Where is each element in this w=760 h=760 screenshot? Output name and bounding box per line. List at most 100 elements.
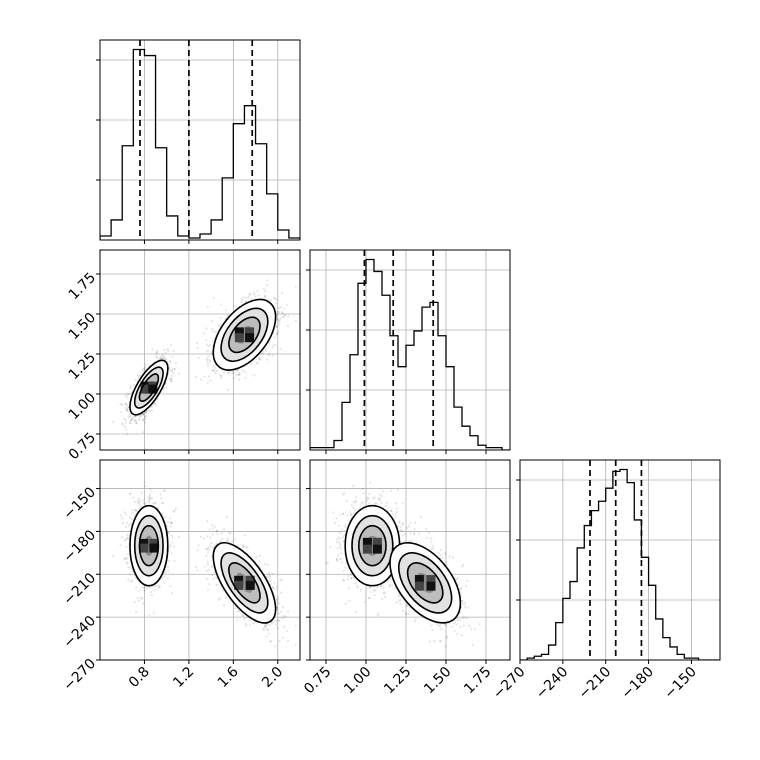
sample-point: [127, 579, 130, 582]
sample-point: [169, 525, 172, 528]
sample-point: [144, 414, 148, 418]
sample-point: [254, 296, 257, 299]
sample-point: [281, 636, 284, 640]
sample-point: [273, 581, 276, 585]
sample-point: [124, 406, 127, 409]
sample-point: [125, 561, 128, 564]
sample-point: [170, 377, 173, 380]
sample-point: [135, 422, 138, 425]
sample-point: [277, 602, 281, 605]
sample-point: [152, 612, 155, 615]
sample-point: [265, 575, 268, 578]
sample-point: [267, 575, 270, 578]
sample-point: [266, 563, 269, 566]
sample-point: [141, 586, 144, 589]
y-tick-label: 1.75: [66, 270, 99, 303]
sample-point: [273, 620, 276, 623]
sample-point: [211, 369, 214, 372]
sample-point: [209, 378, 212, 382]
sample-point: [219, 376, 222, 379]
sample-point: [226, 538, 230, 541]
sample-point: [143, 421, 146, 424]
sample-point: [237, 610, 241, 613]
sample-point: [245, 300, 248, 303]
sample-point: [242, 545, 245, 548]
histogram-panel-p0: [96, 39, 301, 244]
sample-point: [241, 614, 244, 617]
sample-point: [250, 297, 253, 300]
sample-point: [208, 344, 211, 347]
sample-point: [121, 423, 125, 426]
sample-point: [166, 577, 170, 580]
sample-point: [140, 597, 143, 600]
sample-point: [274, 645, 277, 648]
sample-point: [125, 545, 128, 549]
sample-point: [246, 297, 250, 300]
sample-point: [197, 544, 200, 547]
sample-point: [286, 630, 289, 633]
sample-point: [129, 387, 132, 390]
sample-point: [161, 576, 164, 579]
sample-point: [169, 360, 172, 363]
sample-point: [131, 508, 134, 512]
sample-point: [164, 351, 167, 354]
sample-point: [165, 358, 168, 361]
sample-point: [124, 556, 128, 559]
sample-point: [244, 617, 247, 620]
sample-point: [119, 514, 122, 517]
sample-point: [167, 521, 170, 524]
sample-point: [268, 352, 271, 355]
sample-point: [214, 371, 217, 375]
sample-point: [162, 501, 165, 504]
sample-point: [151, 497, 154, 500]
sample-point: [283, 616, 287, 619]
sample-point: [294, 643, 297, 646]
sample-point: [127, 566, 130, 569]
sample-point: [137, 597, 140, 600]
sample-point: [206, 520, 209, 523]
sample-point: [206, 359, 209, 362]
sample-point: [242, 614, 245, 617]
sample-point: [266, 358, 269, 361]
sample-point: [216, 584, 219, 587]
sample-point: [255, 362, 258, 365]
sample-point: [276, 585, 279, 588]
sample-point: [220, 374, 223, 378]
sample-point: [151, 409, 154, 412]
sample-point: [134, 418, 137, 421]
sample-point: [264, 624, 267, 628]
sample-point: [170, 522, 173, 525]
sample-point: [280, 317, 283, 320]
sample-point: [203, 565, 206, 568]
sample-point: [173, 509, 176, 512]
sample-point: [225, 516, 228, 519]
sample-point: [162, 356, 165, 359]
sample-point: [138, 504, 142, 507]
sample-point: [276, 608, 279, 611]
sample-point: [210, 542, 213, 545]
sample-point: [162, 357, 165, 360]
sample-point: [169, 361, 172, 364]
sample-point: [167, 531, 170, 534]
sample-point: [119, 411, 122, 414]
sample-point: [216, 532, 219, 535]
sample-point: [147, 409, 150, 412]
sample-point: [283, 315, 286, 318]
sample-point: [126, 562, 129, 565]
sample-point: [213, 544, 216, 547]
sample-point: [127, 415, 130, 418]
sample-point: [141, 499, 144, 502]
sample-point: [142, 370, 145, 373]
sample-point: [124, 421, 127, 424]
sample-point: [228, 372, 231, 375]
sample-point: [138, 499, 141, 502]
sample-point: [123, 425, 126, 428]
sample-point: [257, 356, 261, 359]
sample-point: [264, 289, 267, 293]
sample-point: [206, 305, 209, 308]
sample-point: [148, 586, 151, 590]
sample-point: [264, 348, 267, 351]
sample-point: [212, 369, 215, 372]
sample-point: [206, 535, 209, 538]
sample-point: [177, 372, 181, 376]
